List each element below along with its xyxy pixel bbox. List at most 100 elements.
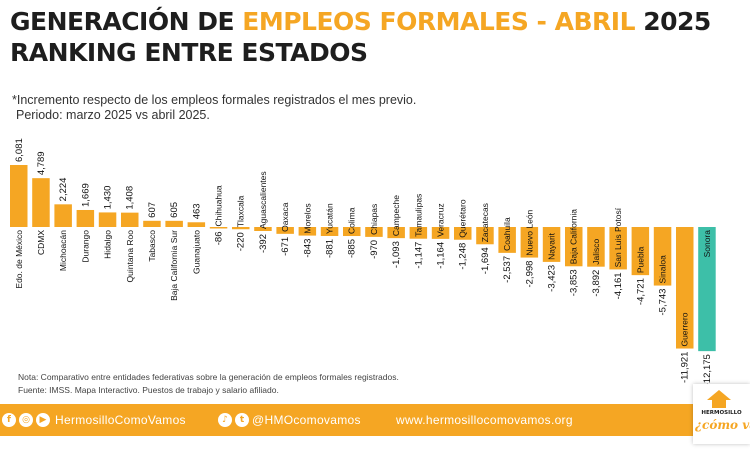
- bar-17: [387, 227, 405, 239]
- category-label-28: Puebla: [635, 246, 645, 273]
- value-label-25: -3,853: [569, 269, 580, 296]
- category-label-29: Sinaloa: [658, 255, 668, 284]
- bar-9: [209, 227, 228, 229]
- category-label-8: Guanajuato: [191, 230, 201, 274]
- title-line-1: GENERACIÓN DE EMPLEOS FORMALES - ABRIL 2…: [10, 6, 711, 37]
- category-label-26: Jalisco: [591, 238, 601, 264]
- bar-7: [165, 220, 183, 227]
- title-dash: -: [528, 7, 555, 36]
- value-label-27: -4,161: [613, 272, 624, 299]
- value-label-17: -1,093: [391, 241, 402, 268]
- bar-30: [676, 227, 694, 349]
- bar-13: [298, 227, 317, 236]
- category-label-20: Querétaro: [458, 199, 468, 238]
- youtube-icon[interactable]: ▶: [36, 413, 50, 427]
- value-label-26: -3,892: [591, 270, 602, 297]
- bar-5: [121, 212, 139, 227]
- bar-2: [54, 204, 72, 227]
- value-label-11: -392: [258, 234, 269, 253]
- category-label-19: Veracruz: [436, 203, 446, 237]
- value-label-2: 2,224: [58, 178, 69, 202]
- footer-social-icons-2: ♪ t: [218, 413, 249, 427]
- category-label-4: Hidalgo: [103, 230, 113, 259]
- logo-bottom-text: ¿cómo vamos: [695, 418, 750, 432]
- subtitle-line-2: Periodo: marzo 2025 vs abril 2025.: [16, 108, 210, 122]
- title-month: ABRIL: [554, 7, 636, 36]
- category-label-15: Colima: [347, 207, 357, 234]
- value-label-24: -3,423: [547, 265, 558, 292]
- value-label-4: 1,430: [103, 186, 114, 210]
- bar-29: [653, 227, 672, 286]
- category-label-21: Zacatecas: [480, 203, 490, 242]
- value-label-30: -11,921: [680, 352, 691, 384]
- category-label-14: Yucatán: [325, 203, 335, 234]
- bar-24: [542, 227, 561, 262]
- category-label-7: Baja California Sur: [169, 230, 179, 301]
- source-text: Fuente: IMSS. Mapa Interactivo. Puestos …: [18, 385, 279, 395]
- bar-20: [454, 227, 472, 240]
- category-label-10: Tlaxcala: [236, 195, 246, 227]
- title-text: GENERACIÓN DE: [10, 7, 243, 36]
- bar-23: [520, 227, 539, 258]
- value-label-18: -1,147: [413, 242, 424, 269]
- twitter-icon[interactable]: t: [235, 413, 249, 427]
- value-label-6: 607: [147, 202, 158, 218]
- bar-28: [631, 227, 650, 276]
- value-label-5: 1,408: [125, 186, 136, 210]
- bar-31: [698, 227, 716, 352]
- bar-12: [276, 227, 294, 234]
- logo-top-text: HERMOSILLO: [701, 410, 742, 416]
- value-label-20: -1,248: [458, 243, 469, 270]
- value-label-7: 605: [169, 202, 180, 218]
- subtitle-line-1: *Incremento respecto de los empleos form…: [12, 93, 417, 107]
- bar-6: [143, 220, 161, 227]
- value-label-19: -1,164: [436, 242, 447, 269]
- value-label-12: -671: [280, 237, 291, 256]
- category-label-30: Guerrero: [680, 312, 690, 346]
- category-label-25: Baja California: [569, 209, 579, 265]
- logo: HERMOSILLO ¿cómo vamos: [693, 384, 750, 444]
- footer-website[interactable]: www.hermosillocomovamos.org: [396, 413, 573, 427]
- category-label-23: Nuevo León: [524, 209, 534, 255]
- bar-4: [98, 212, 117, 227]
- value-label-14: -881: [325, 239, 336, 258]
- category-label-1: CDMX: [36, 230, 46, 255]
- value-label-10: -220: [236, 232, 247, 251]
- footer-bar: f ◎ ▶ HermosilloComoVamos ♪ t @HMOcomova…: [0, 404, 750, 436]
- bar-8: [187, 222, 206, 227]
- bar-1: [32, 178, 50, 227]
- bar-3: [76, 209, 95, 227]
- bar-26: [587, 227, 605, 267]
- footer-handle-facebook[interactable]: HermosilloComoVamos: [55, 413, 186, 427]
- category-label-11: Aguascalientes: [258, 171, 268, 229]
- bar-18: [409, 227, 428, 239]
- category-label-0: Edo. de México: [14, 230, 24, 289]
- bar-14: [320, 227, 339, 236]
- category-label-6: Tabasco: [147, 230, 157, 262]
- bar-16: [365, 227, 383, 237]
- value-label-3: 1,669: [80, 183, 91, 207]
- value-label-1: 4,789: [36, 151, 47, 175]
- facebook-icon[interactable]: f: [2, 413, 16, 427]
- category-label-27: San Luis Potosí: [613, 207, 623, 267]
- value-label-16: -970: [369, 240, 380, 259]
- bar-11: [254, 227, 272, 231]
- value-label-15: -885: [347, 239, 358, 258]
- instagram-icon[interactable]: ◎: [19, 413, 33, 427]
- bar-25: [565, 227, 583, 267]
- value-label-8: 463: [191, 203, 202, 219]
- bar-22: [498, 227, 516, 253]
- category-label-13: Morelos: [302, 203, 312, 233]
- footer-social-icons: f ◎ ▶: [2, 413, 50, 427]
- footer-handle-social[interactable]: @HMOcomovamos: [252, 413, 361, 427]
- category-label-9: Chihuahua: [214, 185, 224, 226]
- category-label-5: Quintana Roo: [125, 230, 135, 283]
- tiktok-icon[interactable]: ♪: [218, 413, 232, 427]
- value-label-13: -843: [302, 239, 313, 258]
- title-year: 2025: [635, 7, 711, 36]
- bar-0: [10, 165, 28, 227]
- category-label-2: Michoacán: [58, 230, 68, 271]
- category-label-22: Coahuila: [502, 217, 512, 251]
- bar-10: [232, 227, 250, 230]
- bar-21: [476, 227, 494, 245]
